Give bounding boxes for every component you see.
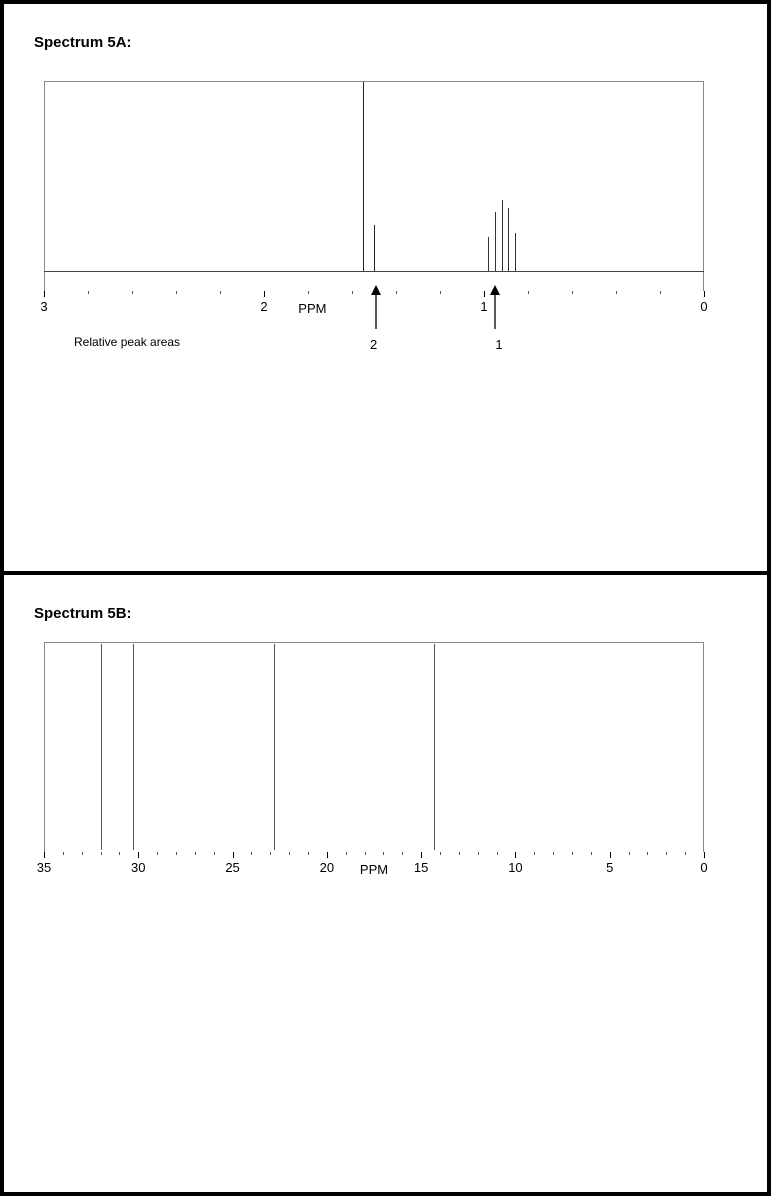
spectrum-5b-peak [101, 644, 102, 850]
axis-minor-tick [176, 291, 177, 294]
axis-tick-label: 5 [606, 860, 613, 875]
spectrum-5a-peak [374, 225, 375, 271]
axis-minor-tick [63, 852, 64, 855]
axis-minor-tick [101, 852, 102, 855]
axis-tick-label: 15 [414, 860, 428, 875]
axis-minor-tick [629, 852, 630, 855]
axis-tick-label: 10 [508, 860, 522, 875]
axis-minor-tick [459, 852, 460, 855]
spectrum-5a-multiplet-line [488, 237, 489, 271]
spectrum-5a-peak [363, 82, 364, 271]
axis-tick-label: 30 [131, 860, 145, 875]
axis-minor-tick [270, 852, 271, 855]
axis-minor-tick [308, 291, 309, 294]
axis-minor-tick [402, 852, 403, 855]
axis-tick [515, 852, 516, 858]
axis-tick [704, 291, 705, 297]
axis-minor-tick [214, 852, 215, 855]
axis-minor-tick [685, 852, 686, 855]
axis-minor-tick [553, 852, 554, 855]
peak-area-arrow-icon [368, 285, 384, 331]
axis-minor-tick [591, 852, 592, 855]
spectrum-5b-chart [44, 642, 704, 852]
spectrum-5a-title: Spectrum 5A: [34, 34, 737, 51]
axis-minor-tick [440, 291, 441, 294]
page: Spectrum 5A: PPM 3210 Relative peak area… [0, 0, 771, 1196]
panel-spectrum-5a: Spectrum 5A: PPM 3210 Relative peak area… [0, 0, 771, 575]
spectrum-5a-chart [44, 81, 704, 291]
axis-minor-tick [365, 852, 366, 855]
peak-area-arrow-icon [487, 285, 503, 331]
spectrum-5a-multiplet-line [495, 212, 496, 271]
spectrum-5a-multiplet-line [515, 233, 516, 271]
panel-spectrum-5b: Spectrum 5B: PPM 35 30 25 20 15 10 5 0 [0, 571, 771, 1196]
axis-minor-tick [497, 852, 498, 855]
axis-minor-tick [289, 852, 290, 855]
spectrum-5b-peak [434, 644, 435, 850]
axis-minor-tick [572, 852, 573, 855]
axis-tick [610, 852, 611, 858]
spectrum-5a-baseline [44, 271, 704, 272]
axis-tick [138, 852, 139, 858]
axis-tick-label: 0 [700, 860, 707, 875]
axis-minor-tick [132, 291, 133, 294]
axis-tick-label: 25 [225, 860, 239, 875]
axis-tick [484, 291, 485, 297]
axis-minor-tick [119, 852, 120, 855]
axis-tick [704, 852, 705, 858]
axis-tick [44, 291, 45, 297]
axis-minor-tick [572, 291, 573, 294]
axis-minor-tick [396, 291, 397, 294]
axis-minor-tick [440, 852, 441, 855]
axis-minor-tick [308, 852, 309, 855]
axis-minor-tick [528, 291, 529, 294]
axis-minor-tick [660, 291, 661, 294]
axis-tick [421, 852, 422, 858]
spectrum-5b-peak [133, 644, 134, 850]
axis-minor-tick [534, 852, 535, 855]
spectrum-5b-plotbox [44, 642, 704, 852]
peak-area-value: 1 [495, 337, 502, 352]
axis-minor-tick [647, 852, 648, 855]
axis-minor-tick [616, 291, 617, 294]
spectrum-5b-title: Spectrum 5B: [34, 605, 737, 622]
peak-area-value: 2 [370, 337, 377, 352]
relative-peak-areas-row: Relative peak areas 2 1 [44, 311, 704, 357]
axis-tick [233, 852, 234, 858]
spectrum-5a-multiplet-line [502, 200, 503, 271]
axis-minor-tick [383, 852, 384, 855]
axis-minor-tick [478, 852, 479, 855]
axis-minor-tick [666, 852, 667, 855]
axis-minor-tick [346, 852, 347, 855]
axis-minor-tick [88, 291, 89, 294]
axis-tick-label: 35 [37, 860, 51, 875]
axis-minor-tick [82, 852, 83, 855]
axis-minor-tick [176, 852, 177, 855]
relative-peak-areas-label: Relative peak areas [74, 335, 180, 349]
axis-tick [44, 852, 45, 858]
axis-tick [264, 291, 265, 297]
axis-minor-tick [195, 852, 196, 855]
axis-minor-tick [157, 852, 158, 855]
axis-minor-tick [251, 852, 252, 855]
spectrum-5b-axis-label: PPM [360, 862, 388, 877]
spectrum-5b-axis: PPM 35302520151050 [44, 852, 704, 872]
axis-minor-tick [352, 291, 353, 294]
spectrum-5b-peak [274, 644, 275, 850]
spectrum-5a-multiplet-line [508, 208, 509, 271]
axis-tick-label: 20 [320, 860, 334, 875]
axis-minor-tick [220, 291, 221, 294]
axis-tick [327, 852, 328, 858]
